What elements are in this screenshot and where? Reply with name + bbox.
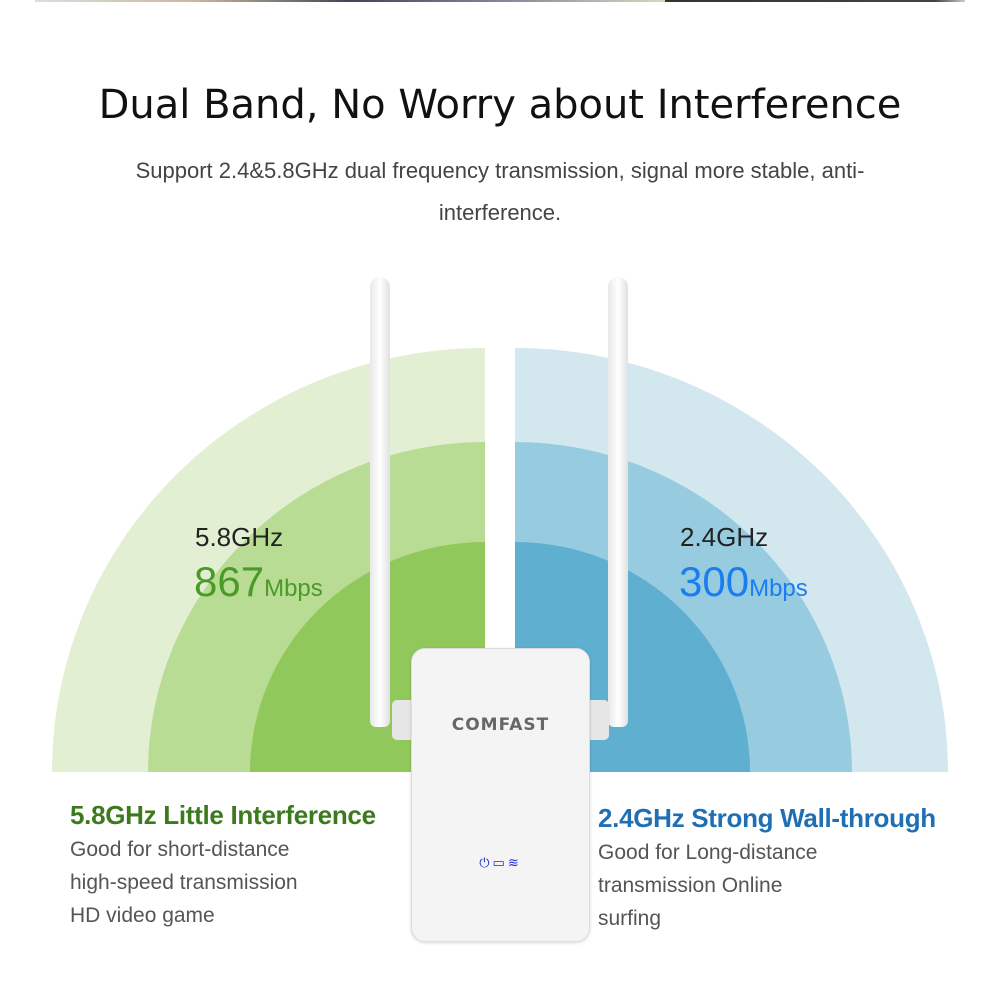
left-line: high-speed transmission [70, 871, 298, 894]
right-band-label: 2.4GHz [680, 522, 769, 552]
right-speed-value: 300 [679, 558, 750, 605]
left-antenna [370, 277, 390, 727]
subtitle: Support 2.4&5.8GHz dual frequency transm… [135, 158, 865, 225]
left-speed: 867Mbps [194, 558, 323, 613]
indicator-lights: ⏻▭≋ [412, 855, 589, 871]
right-line: transmission Online [598, 874, 783, 897]
left-description: Good for short-distance high-speed trans… [70, 833, 298, 932]
lan-icon: ▭ [492, 855, 508, 870]
wifi-extender-device: COMFAST ⏻▭≋ [411, 648, 590, 942]
page-title: Dual Band, No Worry about Interference [98, 82, 902, 128]
left-line: Good for short-distance [70, 838, 290, 861]
right-heading: 2.4GHz Strong Wall-through [598, 803, 936, 833]
left-heading: 5.8GHz Little Interference [70, 800, 376, 830]
right-line: surfing [598, 907, 662, 930]
wifi-icon: ≋ [507, 855, 522, 870]
left-speed-value: 867 [194, 558, 265, 605]
left-line: HD video game [70, 904, 215, 927]
power-icon: ⏻ [479, 855, 493, 870]
left-speed-unit: Mbps [264, 575, 323, 602]
right-description: Good for Long-distance transmission Onli… [598, 836, 817, 935]
left-band-label: 5.8GHz [195, 522, 284, 552]
right-speed: 300Mbps [679, 558, 808, 613]
right-antenna [608, 277, 628, 727]
brand-logo: COMFAST [451, 715, 550, 735]
right-speed-unit: Mbps [749, 575, 808, 602]
right-line: Good for Long-distance [598, 841, 818, 864]
top-image-strip-right [665, 0, 965, 2]
top-image-strip [35, 0, 665, 2]
